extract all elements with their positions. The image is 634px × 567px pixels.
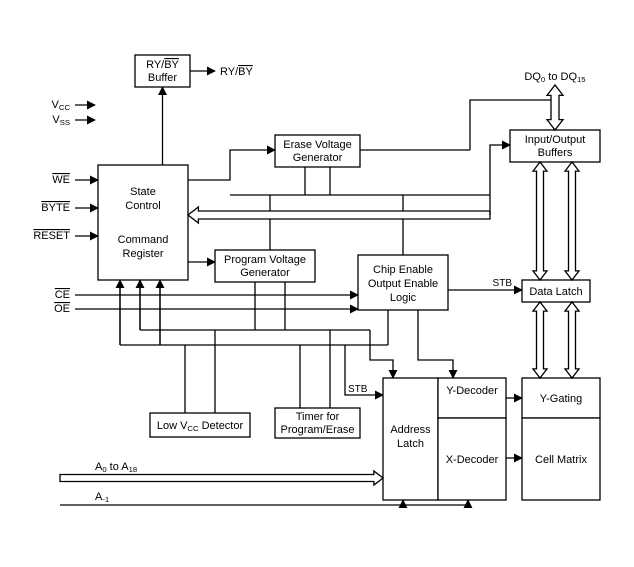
ry-by-out-label: RY/BY <box>220 66 253 78</box>
svg-text:Latch: Latch <box>397 438 424 450</box>
block-diagram: RY/BYBufferStateControlCommandRegisterEr… <box>0 0 634 562</box>
timer-label: Timer for <box>296 411 340 423</box>
ry-by-buffer-label: RY/BY <box>146 59 179 71</box>
y-gating-label: Y-Gating <box>540 393 582 405</box>
byte-label: BYTE <box>41 202 70 214</box>
x-decoder-label: X-Decoder <box>446 454 499 466</box>
svg-text:Output Enable: Output Enable <box>368 278 438 290</box>
stb-left-label: STB <box>348 384 368 395</box>
oe-label: OE <box>54 303 70 315</box>
cell-matrix-label: Cell Matrix <box>535 454 587 466</box>
y-decoder-label: Y-Decoder <box>446 385 498 397</box>
svg-text:Control: Control <box>125 200 160 212</box>
chip-logic-label: Chip Enable <box>373 264 433 276</box>
addr-latch-label: Address <box>390 424 431 436</box>
state_control-box <box>98 165 188 280</box>
svg-text:Program/Erase: Program/Erase <box>281 424 355 436</box>
svg-text:Logic: Logic <box>390 292 417 304</box>
svg-text:Buffer: Buffer <box>148 72 177 84</box>
reset-label: RESET <box>33 230 70 242</box>
svg-text:Register: Register <box>123 248 164 260</box>
vss-label: VSS <box>52 114 70 127</box>
stb-right-label: STB <box>493 278 513 289</box>
svg-text:Command: Command <box>118 234 169 246</box>
ce-label: CE <box>55 289 70 301</box>
svg-text:Generator: Generator <box>240 267 290 279</box>
program-gen-label: Program Voltage <box>224 254 306 266</box>
y_decoder-box <box>438 378 506 418</box>
svg-text:Generator: Generator <box>293 152 343 164</box>
svg-text:Buffers: Buffers <box>538 147 573 159</box>
erase-gen-label: Erase Voltage <box>283 139 352 151</box>
vcc-label: VCC <box>52 99 71 112</box>
a0-a18-label: A0 to A18 <box>95 461 137 474</box>
we-label: WE <box>52 174 70 186</box>
io-buffers-label: Input/Output <box>525 134 586 146</box>
dq-label: DQ0 to DQ15 <box>524 71 585 84</box>
low-vcc-label: Low VCC Detector <box>157 420 244 433</box>
state-control-label: State <box>130 186 156 198</box>
a-minus1-label: A-1 <box>95 491 109 504</box>
data-latch-label: Data Latch <box>529 286 582 298</box>
